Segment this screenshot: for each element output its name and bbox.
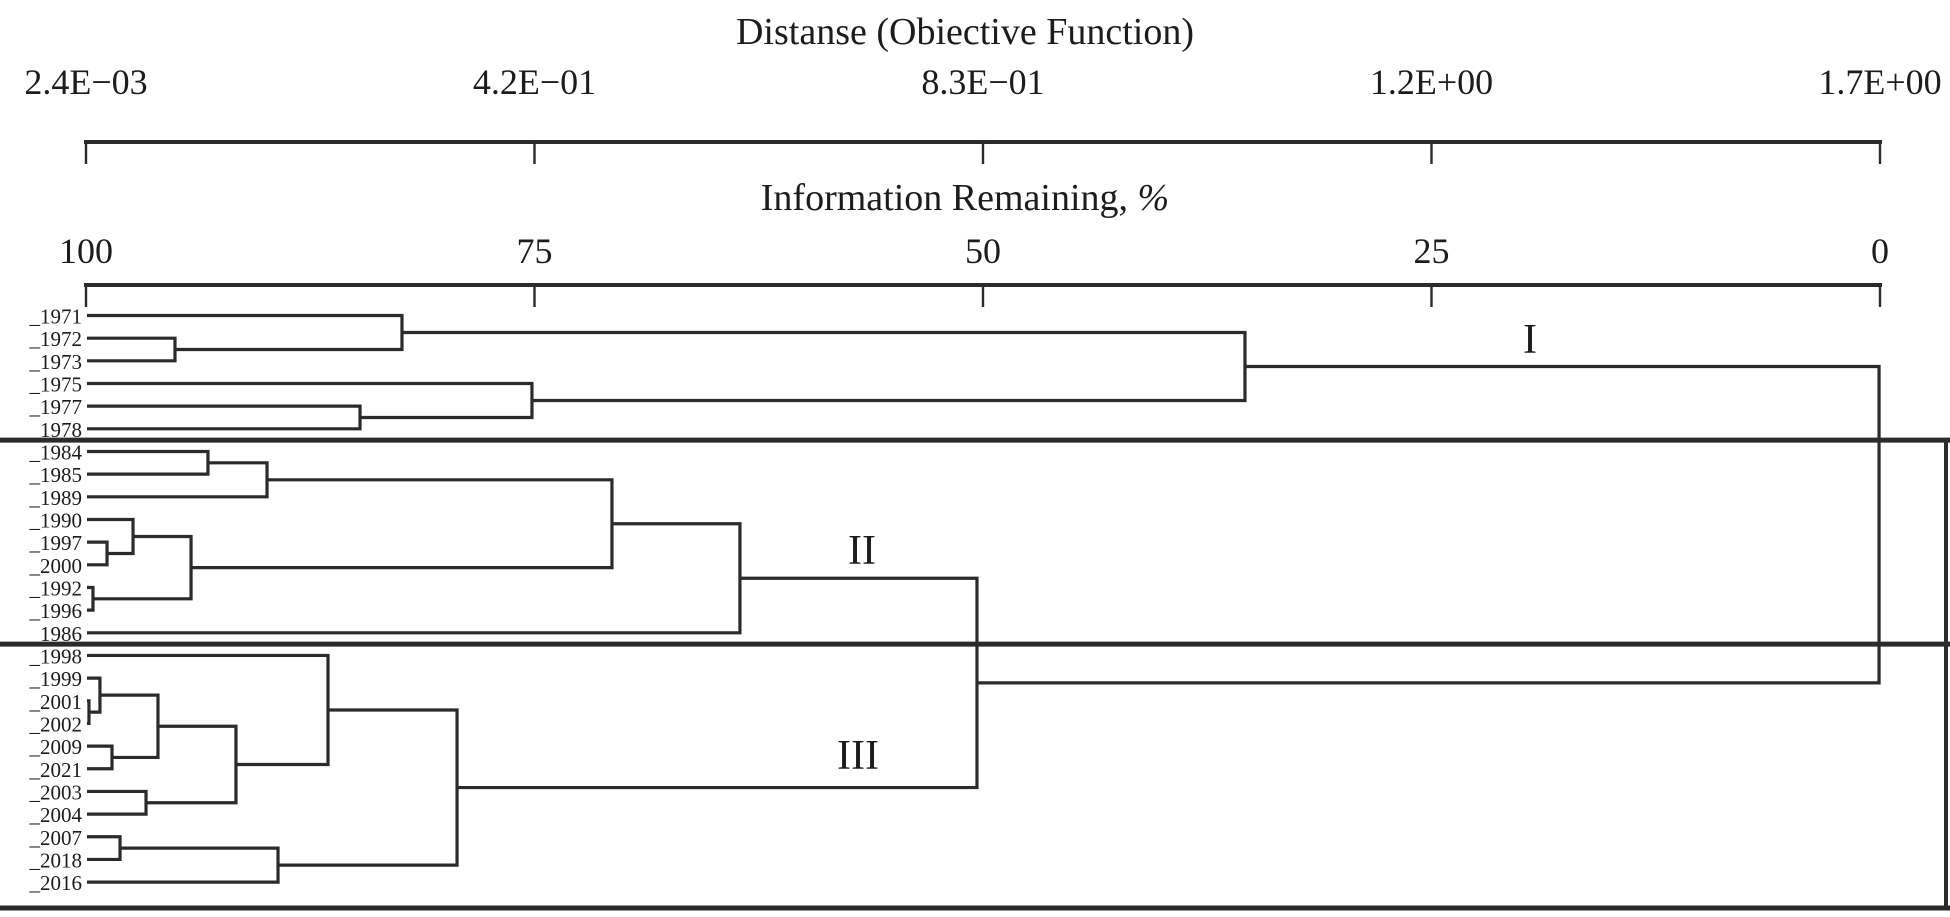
distance-axis-tick-label: 1.2E+00 (1370, 62, 1493, 102)
information-axis-tick-label: 100 (59, 231, 113, 271)
leaf-label: _2002 (29, 712, 83, 736)
leaf-label: _2001 (29, 690, 83, 714)
dendrogram-branch (401, 330, 1247, 403)
dendrogram-branch (191, 478, 614, 570)
leaf-label: _1975 (29, 372, 83, 396)
dendrogram-branch (87, 381, 534, 420)
dendrogram-branch (457, 576, 979, 790)
distance-axis-tick-label: 1.7E+00 (1818, 62, 1941, 102)
cluster-label: I (1523, 317, 1537, 363)
leaf-label: _2016 (29, 871, 83, 895)
information-axis: Information Remaining, % 100 75 50 25 0 (59, 177, 1889, 307)
dendrogram-branch (278, 708, 459, 867)
leaf-label: _1990 (29, 508, 83, 532)
leaf-label: _1973 (29, 350, 83, 374)
distance-axis-tick-label: 8.3E−01 (921, 62, 1044, 102)
distance-axis-tick-label: 2.4E−03 (24, 62, 147, 102)
dendrogram-branch (87, 789, 148, 816)
dendrogram-branch (87, 835, 122, 862)
dendrogram-branch (87, 461, 269, 499)
dendrogram-branch (87, 522, 742, 635)
information-axis-tick-label: 50 (965, 231, 1001, 271)
dendrogram-branch (87, 313, 404, 352)
leaf-label: _2007 (29, 826, 83, 850)
leaf-label: _1971 (29, 305, 83, 329)
dendrogram-branch (87, 846, 280, 884)
leaf-label: _2009 (29, 735, 83, 759)
distance-axis: Distanse (Obiective Function) 2.4E−03 4.2… (24, 11, 1942, 164)
leaf-label: _1992 (29, 576, 83, 600)
leaf-label: _1999 (29, 667, 83, 691)
dendrogram-branch (87, 517, 135, 556)
information-axis-title-text: Information Remaining, (761, 177, 1138, 219)
dendrogram-tree (87, 313, 1881, 884)
dendrogram-branch (976, 364, 1881, 685)
information-axis-title-percent: % (1138, 177, 1170, 219)
information-axis-tick-label: 0 (1871, 231, 1889, 271)
dendrogram-branch (87, 449, 210, 476)
leaf-label: _2021 (29, 758, 83, 782)
leaf-labels: _1971_1972_1973_1975_1977_1978_1984_1985… (29, 305, 83, 896)
leaf-label: _1984 (29, 440, 83, 464)
dendrogram-branch (87, 404, 362, 431)
dendrogram-branch (99, 693, 160, 760)
information-axis-marks: 100 75 50 25 0 (59, 231, 1889, 307)
dendrogram-branch (87, 699, 91, 726)
leaf-label: _1996 (29, 599, 83, 623)
leaf-label: _2000 (29, 554, 83, 578)
dendrogram-branch (87, 540, 109, 567)
cluster-label: II (848, 528, 876, 574)
distance-axis-title-text: Distanse (Obiective Function) (736, 11, 1194, 53)
leaf-label: _1977 (29, 395, 83, 419)
cluster-label: III (837, 733, 879, 779)
information-axis-tick-label: 75 (517, 231, 553, 271)
dendrogram-branch (87, 585, 95, 612)
leaf-label: _1997 (29, 531, 83, 555)
distance-axis-marks: 2.4E−03 4.2E−01 8.3E−01 1.2E+00 1.7E+00 (24, 62, 1942, 164)
distance-axis-tick-label: 4.2E−01 (473, 62, 596, 102)
leaf-label: _1998 (29, 644, 83, 668)
leaf-label: _1989 (29, 486, 83, 510)
leaf-label: _2018 (29, 848, 83, 872)
leaf-label: _2003 (29, 780, 83, 804)
leaf-label: _1985 (29, 463, 83, 487)
distance-axis-title: Distanse (Obiective Function) (736, 11, 1194, 53)
dendrogram-branch (87, 653, 330, 767)
information-axis-title: Information Remaining, % (761, 177, 1169, 219)
leaf-label: _2004 (29, 803, 83, 827)
leaf-label: _1972 (29, 327, 83, 351)
dendrogram-branch (87, 744, 114, 771)
information-axis-tick-label: 25 (1414, 231, 1450, 271)
cluster-dividers (0, 437, 1950, 911)
dendrogram-branch (87, 336, 177, 363)
